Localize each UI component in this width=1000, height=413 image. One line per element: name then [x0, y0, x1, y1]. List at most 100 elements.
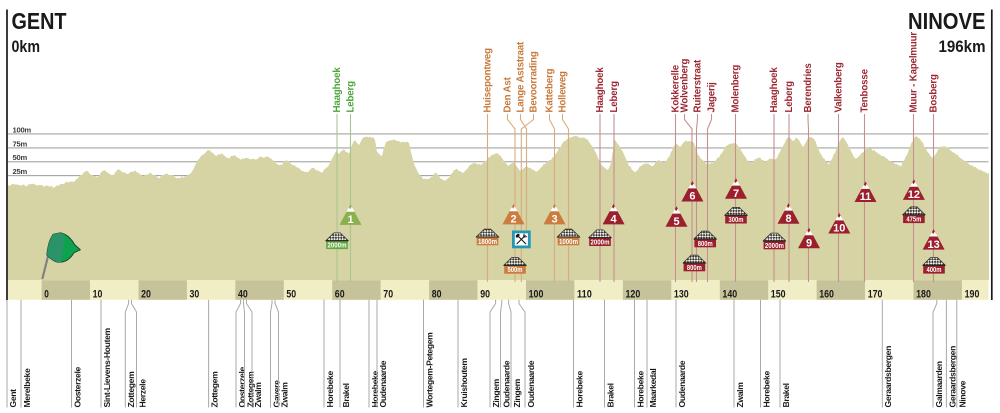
svg-text:100m: 100m — [13, 125, 32, 134]
svg-text:Leberg: Leberg — [784, 81, 795, 113]
svg-text:160: 160 — [819, 288, 834, 300]
svg-text:10: 10 — [833, 223, 845, 235]
svg-text:Zwalm: Zwalm — [279, 382, 289, 408]
svg-text:Kokkerelle: Kokkerelle — [671, 64, 682, 112]
svg-text:Lange Aststraat: Lange Aststraat — [516, 41, 527, 113]
svg-text:Oudenaarde: Oudenaarde — [378, 360, 388, 407]
svg-text:2000m: 2000m — [765, 241, 784, 250]
svg-text:300m: 300m — [729, 215, 744, 224]
svg-text:70: 70 — [383, 288, 393, 300]
svg-text:Holleweg: Holleweg — [558, 71, 569, 113]
svg-text:Zingem: Zingem — [512, 378, 522, 407]
svg-text:50: 50 — [286, 288, 296, 300]
svg-text:Geraardsbergen: Geraardsbergen — [947, 346, 957, 408]
svg-text:100: 100 — [529, 288, 544, 300]
svg-text:800m: 800m — [698, 239, 713, 248]
svg-text:1000m: 1000m — [559, 237, 578, 246]
svg-text:Kruishoutem: Kruishoutem — [459, 358, 469, 408]
svg-text:Brakel: Brakel — [605, 383, 615, 407]
svg-text:8: 8 — [785, 213, 791, 225]
svg-text:Leberg: Leberg — [346, 81, 357, 113]
svg-text:Horebeke: Horebeke — [325, 371, 335, 408]
svg-text:25m: 25m — [13, 167, 28, 176]
svg-text:0km: 0km — [12, 37, 41, 56]
svg-text:Zingem: Zingem — [491, 378, 501, 407]
svg-text:Jagerij: Jagerij — [707, 82, 718, 113]
svg-text:Wortegem-Petegem: Wortegem-Petegem — [424, 332, 434, 408]
svg-text:75m: 75m — [13, 139, 28, 148]
svg-text:Herzele: Herzele — [137, 379, 147, 408]
svg-text:Brakel: Brakel — [341, 383, 351, 407]
svg-text:5: 5 — [673, 216, 679, 228]
svg-text:400m: 400m — [927, 265, 942, 274]
svg-text:Oudenaarde: Oudenaarde — [501, 360, 511, 407]
svg-text:1800m: 1800m — [478, 237, 497, 246]
svg-text:1: 1 — [347, 214, 353, 226]
svg-text:Oosterzele: Oosterzele — [237, 366, 247, 407]
svg-text:Wolvenberg: Wolvenberg — [680, 59, 691, 113]
svg-text:2: 2 — [510, 214, 516, 226]
svg-text:11: 11 — [860, 191, 872, 203]
svg-text:4: 4 — [611, 214, 618, 226]
svg-text:Huisepontweg: Huisepontweg — [483, 48, 494, 113]
svg-text:40: 40 — [238, 288, 248, 300]
svg-text:Bevoorrading: Bevoorrading — [529, 51, 540, 112]
svg-text:Brakel: Brakel — [781, 383, 791, 407]
svg-text:Horebeke: Horebeke — [370, 371, 380, 408]
svg-text:180: 180 — [916, 288, 931, 300]
svg-text:Oudenaarde: Oudenaarde — [526, 360, 536, 407]
svg-text:13: 13 — [927, 239, 939, 251]
svg-text:150: 150 — [771, 288, 786, 300]
svg-text:Horebeke: Horebeke — [574, 371, 584, 408]
svg-text:Zottegem: Zottegem — [245, 371, 255, 408]
svg-text:Zwalm: Zwalm — [253, 382, 263, 408]
svg-text:Haaghoek: Haaghoek — [769, 67, 780, 113]
svg-text:Tenbosse: Tenbosse — [860, 68, 871, 112]
svg-text:Berendries: Berendries — [803, 63, 814, 112]
svg-text:Muur - Kapelmuur: Muur - Kapelmuur — [909, 32, 920, 113]
svg-text:Merelbeke: Merelbeke — [22, 368, 32, 407]
svg-text:Zottegem: Zottegem — [210, 371, 220, 408]
svg-text:0: 0 — [44, 288, 49, 300]
svg-text:Bosberg: Bosberg — [929, 74, 940, 112]
svg-text:Galmaarden: Galmaarden — [934, 361, 944, 407]
svg-text:500m: 500m — [508, 265, 523, 274]
svg-text:90: 90 — [480, 288, 490, 300]
svg-text:Maarkedal: Maarkedal — [648, 369, 658, 408]
svg-text:GENT: GENT — [12, 8, 67, 34]
svg-text:20: 20 — [141, 288, 151, 300]
svg-text:Geraardsbergen: Geraardsbergen — [883, 346, 893, 408]
svg-text:Haaghoek: Haaghoek — [332, 67, 343, 113]
svg-text:Zwalm: Zwalm — [735, 382, 745, 408]
svg-text:80: 80 — [432, 288, 442, 300]
svg-text:12: 12 — [908, 189, 920, 201]
svg-text:30: 30 — [190, 288, 200, 300]
svg-text:Horebeke: Horebeke — [761, 371, 771, 408]
svg-text:Zottegem: Zottegem — [126, 371, 136, 408]
svg-text:170: 170 — [868, 288, 883, 300]
svg-text:Ninove: Ninove — [958, 380, 968, 407]
svg-text:Oosterzele: Oosterzele — [72, 366, 82, 407]
svg-text:Katteberg: Katteberg — [545, 68, 556, 112]
svg-text:120: 120 — [626, 288, 641, 300]
svg-text:50m: 50m — [13, 153, 28, 162]
svg-text:NINOVE: NINOVE — [908, 8, 986, 34]
svg-text:60: 60 — [335, 288, 345, 300]
svg-text:196km: 196km — [939, 37, 986, 56]
svg-text:Gavere: Gavere — [271, 380, 281, 408]
svg-text:Sint-Lievens-Houtem: Sint-Lievens-Houtem — [102, 327, 112, 407]
svg-text:110: 110 — [577, 288, 592, 300]
svg-text:475m: 475m — [906, 215, 921, 224]
svg-text:Leberg: Leberg — [609, 81, 620, 113]
svg-text:9: 9 — [806, 238, 812, 250]
svg-text:6: 6 — [689, 191, 695, 203]
svg-text:Ruiterstraat: Ruiterstraat — [693, 59, 704, 112]
svg-text:190: 190 — [965, 288, 980, 300]
svg-text:130: 130 — [674, 288, 689, 300]
svg-text:140: 140 — [722, 288, 737, 300]
svg-text:7: 7 — [733, 188, 739, 200]
svg-text:Haaghoek: Haaghoek — [595, 67, 606, 113]
svg-text:3: 3 — [551, 214, 557, 226]
svg-text:Oudenaarde: Oudenaarde — [677, 360, 687, 407]
svg-text:800m: 800m — [687, 263, 702, 272]
